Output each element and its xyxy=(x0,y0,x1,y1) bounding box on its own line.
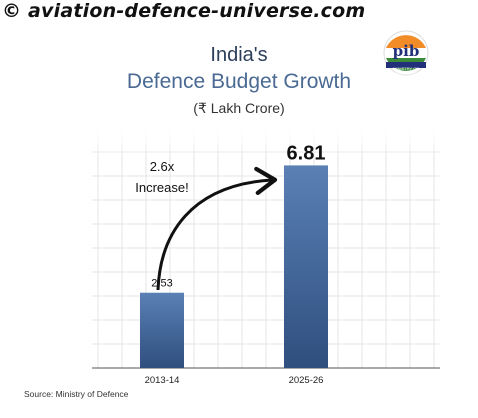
chart-title-line1: India's xyxy=(210,44,268,66)
increase-annotation: 2.6x Increase! xyxy=(112,156,212,198)
increase-arrow xyxy=(156,166,278,291)
source-note: Source: Ministry of Defence xyxy=(24,389,129,399)
data-label-2025-26: 6.81 xyxy=(287,142,326,164)
pib-logo-label: pib xyxy=(392,42,420,60)
annotation-line1: 2.6x xyxy=(149,159,175,174)
watermark-text: © aviation-defence-universe.com xyxy=(2,0,366,22)
pib-logo-sub: MINISTRY OF INFORMATION xyxy=(392,66,420,76)
bar-2013-14 xyxy=(140,292,184,368)
chart-subtitle: (₹ Lakh Crore) xyxy=(193,100,285,116)
data-label-2013-14: 2.53 xyxy=(151,278,172,290)
annotation-line2: Increase! xyxy=(135,180,189,195)
chart-title-line2: Defence Budget Growth xyxy=(126,70,352,93)
x-tick-label-2025-26: 2025-26 xyxy=(289,375,324,386)
bar-2025-26 xyxy=(284,165,328,368)
pib-logo-icon xyxy=(383,30,429,76)
x-tick-label-2013-14: 2013-14 xyxy=(145,375,180,386)
pib-logo: MINISTRY OF INFORMATION pib xyxy=(383,30,429,76)
